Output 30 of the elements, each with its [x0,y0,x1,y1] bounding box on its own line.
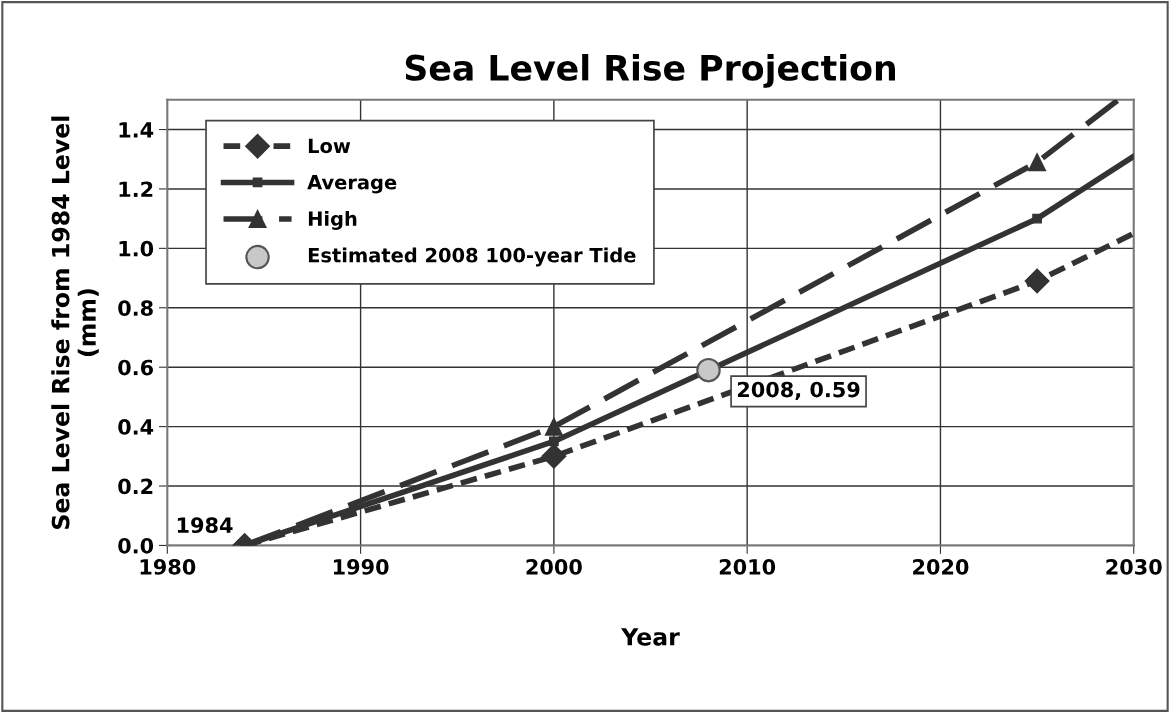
legend-label: Estimated 2008 100-year Tide [308,247,636,267]
point [549,436,559,447]
legend-label: Average [307,175,397,194]
y-tick-label: 1.0 [119,240,154,257]
y-tick-label: 0.6 [118,359,153,376]
x-tick-label: 1980 [140,559,196,575]
x-tick-label: 2010 [719,559,776,575]
point [1032,213,1042,224]
point [541,443,567,469]
y-axis-title: Sea Level Rise from 1984 Level (mm) [51,116,99,529]
point [1028,153,1047,172]
x-tick-label: 1990 [333,559,389,575]
y-tick-label: 0.4 [118,419,154,435]
y-tick-label: 1.2 [119,181,153,197]
y-tick-label: 1.4 [119,122,154,138]
annotation: 1984 [177,517,233,534]
x-tick-label: 2030 [1106,559,1162,575]
x-axis-title: Year [621,628,680,646]
legend-label: Low [308,138,351,154]
x-tick-label: 2020 [913,559,969,575]
point [1024,268,1050,294]
y-tick-label: 0.0 [118,537,154,554]
point [696,357,721,383]
legend-label: High [308,210,357,230]
annotation: 2008, 0.59 [737,381,860,401]
y-tick-label: 0.2 [118,478,153,495]
y-tick-label: 0.8 [118,300,153,316]
chart-title: Sea Level Rise Projection [405,53,895,88]
x-tick-label: 2000 [526,559,582,575]
point [544,417,563,436]
